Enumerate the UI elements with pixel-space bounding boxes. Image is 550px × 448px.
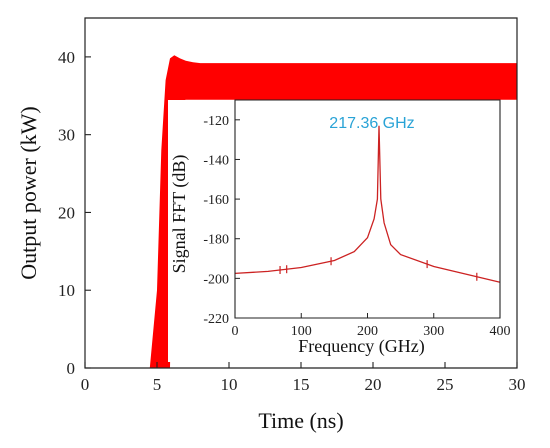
inset-y-tick-label: -140 xyxy=(203,153,229,168)
inset-y-tick-label: -200 xyxy=(203,272,229,287)
inset-y-tick-label: -180 xyxy=(203,233,229,248)
inset-x-ticks: 0 100 200 300 400 xyxy=(232,313,511,339)
main-x-ticks: 0 5 10 15 20 25 30 xyxy=(81,362,526,394)
inset-x-tick-label: 300 xyxy=(423,324,444,339)
main-x-tick-label: 25 xyxy=(437,375,454,394)
inset-x-tick-label: 100 xyxy=(291,324,312,339)
inset-y-axis-label: Signal FFT (dB) xyxy=(169,155,190,274)
peak-annotation: 217.36 GHz xyxy=(329,115,414,132)
inset-y-tick-label: -120 xyxy=(203,114,229,129)
inset-plot: 0 100 200 300 400 -220 -200 -180 -160 -140 -120 F… xyxy=(168,99,514,362)
inset-y-ticks: -220 -200 -180 -160 -140 -120 xyxy=(203,114,240,327)
inset-x-tick-label: 200 xyxy=(357,324,378,339)
main-y-tick-label: 40 xyxy=(58,48,75,67)
main-y-tick-label: 20 xyxy=(58,203,75,222)
inset-x-tick-label: 400 xyxy=(490,324,511,339)
main-x-axis-label: Time (ns) xyxy=(258,408,343,433)
main-y-axis-label: Output power (kW) xyxy=(16,106,41,280)
inset-x-axis-label: Frequency (GHz) xyxy=(298,336,424,357)
fft-markers xyxy=(279,257,478,281)
main-x-tick-label: 15 xyxy=(293,375,310,394)
main-y-tick-label: 0 xyxy=(67,359,76,378)
main-x-tick-label: 10 xyxy=(221,375,238,394)
main-y-tick-label: 30 xyxy=(58,126,75,145)
inset-y-tick-label: -220 xyxy=(203,312,229,327)
main-y-tick-label: 10 xyxy=(58,281,75,300)
main-x-tick-label: 20 xyxy=(365,375,382,394)
main-x-tick-label: 0 xyxy=(81,375,90,394)
main-y-ticks: 0 10 20 30 40 xyxy=(58,48,91,378)
inset-x-tick-label: 0 xyxy=(232,324,239,339)
main-x-tick-label: 5 xyxy=(153,375,162,394)
main-x-tick-label: 30 xyxy=(509,375,526,394)
inset-y-tick-label: -160 xyxy=(203,193,229,208)
fft-spectrum-line xyxy=(234,125,501,283)
